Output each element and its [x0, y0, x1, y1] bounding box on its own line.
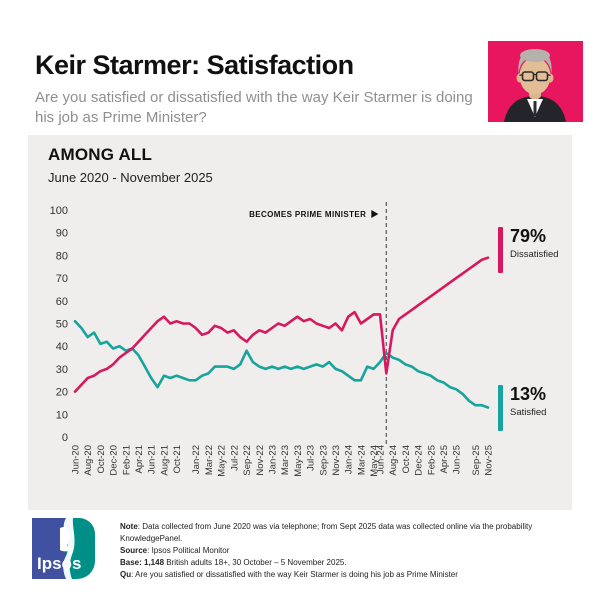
x-tick-label: Dec-20 — [109, 445, 120, 476]
x-tick-label: Nov-23 — [331, 445, 342, 476]
x-tick-label: Apr-21 — [134, 445, 145, 474]
y-tick-label: 40 — [56, 341, 68, 353]
x-tick-label: Feb-21 — [121, 445, 132, 475]
y-tick-label: 50 — [56, 319, 68, 331]
x-tick-label: Mar-22 — [204, 445, 215, 475]
x-tick-label: Jan-23 — [267, 445, 278, 474]
x-tick-label: Jun-20 — [71, 445, 82, 474]
x-tick-label: Jun-24 — [375, 445, 386, 474]
dissatisfied-line — [73, 256, 490, 393]
x-tick-label: Aug-24 — [388, 445, 399, 476]
x-tick-label: Jun-21 — [147, 445, 158, 474]
x-tick-label: Jan-24 — [344, 445, 355, 474]
x-tick-label: Oct-20 — [96, 445, 107, 474]
satisfied-percentage: 13% — [510, 384, 547, 404]
x-tick-label: Sep-23 — [318, 445, 329, 476]
y-tick-label: 100 — [50, 205, 68, 217]
dissatisfied-color-bar — [498, 227, 503, 273]
chart-heading: AMONG ALL — [48, 145, 153, 164]
x-tick-label: May-23 — [293, 445, 304, 477]
chart-panel: AMONG ALL June 2020 - November 2025 100 9… — [28, 135, 572, 510]
satisfied-label: Satisfied — [510, 406, 547, 418]
x-tick-label: Mar-24 — [356, 445, 367, 475]
keir-starmer-portrait-illustration — [488, 41, 583, 122]
page-title: Keir Starmer: Satisfaction — [35, 50, 354, 80]
x-tick-label: May-22 — [217, 445, 228, 477]
chart-date-range: June 2020 - November 2025 — [48, 170, 213, 185]
x-axis-labels: Jun-20 Aug-20 Oct-20 Dec-20 Feb-21 Apr-21 Jun-… — [71, 445, 495, 477]
satisfied-end-label: 13% Satisfied — [498, 384, 547, 431]
ipsos-logo: Ipsos — [32, 518, 95, 579]
dissatisfied-percentage: 79% — [510, 226, 547, 246]
y-tick-label: 30 — [56, 364, 68, 376]
x-tick-label: Jul-23 — [306, 445, 317, 471]
dissatisfied-label: Dissatisfied — [510, 248, 559, 260]
x-tick-label: Nov-22 — [255, 445, 266, 476]
x-tick-label: Nov-25 — [484, 445, 495, 476]
x-tick-label: Apr-25 — [439, 445, 450, 474]
y-tick-label: 20 — [56, 387, 68, 399]
x-tick-label: Dec-24 — [414, 445, 425, 476]
y-tick-label: 60 — [56, 296, 68, 308]
y-tick-label: 90 — [56, 228, 68, 240]
footnote-line: Source: Ipsos Political Monitor — [120, 546, 230, 555]
page-subtitle: Are you satisfied or dissatisfied with t… — [35, 89, 473, 127]
x-tick-label: Sep-22 — [242, 445, 253, 476]
becomes-pm-annotation: BECOMES PRIME MINISTER — [249, 210, 379, 219]
becomes-pm-annotation-text: BECOMES PRIME MINISTER — [249, 210, 366, 219]
footnote-line: Qu: Are you satisfied or dissatisfied wi… — [120, 570, 458, 579]
satisfied-color-bar — [498, 385, 503, 431]
y-tick-label: 10 — [56, 409, 68, 421]
ipsos-logo-text: Ipsos — [37, 554, 81, 573]
footnotes: Note: Data collected from June 2020 was … — [120, 521, 572, 581]
y-tick-label: 0 — [62, 432, 68, 444]
becomes-pm-annotation-arrow — [371, 210, 379, 218]
satisfied-line — [73, 319, 490, 409]
x-tick-label: Aug-21 — [159, 445, 170, 476]
x-tick-label: Oct-24 — [401, 445, 412, 474]
y-tick-label: 80 — [56, 250, 68, 262]
x-tick-label: Oct-21 — [172, 445, 183, 474]
x-tick-label: Aug-20 — [83, 445, 94, 476]
dissatisfied-end-label: 79% Dissatisfied — [498, 226, 559, 273]
x-tick-label: Sep-25 — [471, 445, 482, 476]
y-tick-label: 70 — [56, 273, 68, 285]
x-tick-label: Jun-25 — [452, 445, 463, 474]
footnote-line: Base: 1,148 British adults 18+, 30 Octob… — [120, 558, 347, 567]
ipsos-logo-graphic: Ipsos — [32, 518, 95, 579]
x-tick-label: Mar-23 — [280, 445, 291, 475]
x-tick-label: May-24 — [369, 445, 380, 477]
x-tick-label: Jul-22 — [229, 445, 240, 471]
footnote-line: Note: Data collected from June 2020 was … — [120, 522, 533, 543]
x-tick-label: Jan-22 — [191, 445, 202, 474]
keir-starmer-photo — [488, 41, 583, 122]
x-tick-label: Feb-25 — [426, 445, 437, 475]
